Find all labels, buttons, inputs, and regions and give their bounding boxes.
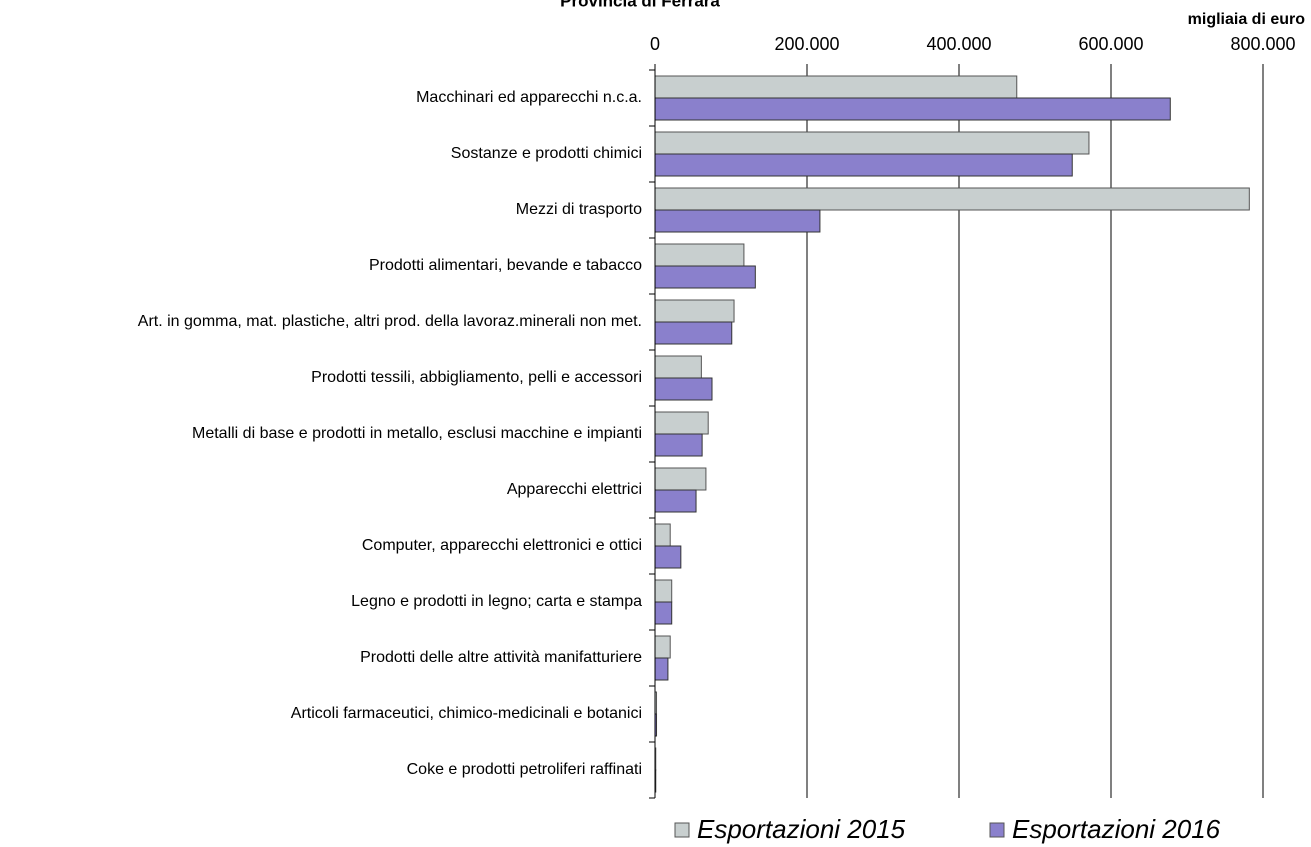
category-label: Computer, apparecchi elettronici e ottic…: [361, 537, 642, 554]
bar: [654, 131, 1090, 155]
bar: [654, 243, 745, 267]
y-tick-label: Macchinari ed apparecchi n.c.a.: [4, 70, 642, 126]
legend-label: Esportazioni 2016: [1012, 814, 1221, 844]
y-tick-label: Sostanze e prodotti chimici: [4, 126, 642, 182]
bar: [654, 433, 703, 457]
bar: [654, 187, 1250, 211]
y-tick-label: Prodotti tessili, abbigliamento, pelli e…: [4, 350, 642, 406]
bar: [654, 467, 707, 491]
y-tick-label: Coke e prodotti petroliferi raffinati: [4, 742, 642, 798]
y-tick-label: Art. in gomma, mat. plastiche, altri pro…: [4, 294, 642, 350]
category-label: Art. in gomma, mat. plastiche, altri pro…: [137, 313, 642, 330]
y-tick-label: Articoli farmaceutici, chimico-medicinal…: [4, 686, 642, 742]
bar: [654, 153, 1073, 177]
x-tick-label: 400.000: [926, 34, 991, 54]
bar: [654, 97, 1171, 121]
bar: [654, 601, 673, 625]
legend-swatch: [989, 822, 1005, 838]
legend-label: Esportazioni 2015: [697, 814, 906, 844]
y-tick-label: Computer, apparecchi elettronici e ottic…: [4, 518, 642, 574]
x-tick-label: 0: [650, 34, 660, 54]
bar: [654, 489, 697, 513]
y-tick-label: Mezzi di trasporto: [4, 182, 642, 238]
category-label: Metalli di base e prodotti in metallo, e…: [192, 425, 642, 442]
bar: [654, 657, 669, 681]
y-tick-label: Legno e prodotti in legno; carta e stamp…: [4, 574, 642, 630]
category-label: Coke e prodotti petroliferi raffinati: [406, 761, 642, 778]
bar: [654, 321, 733, 345]
bar: [654, 545, 682, 569]
category-label: Legno e prodotti in legno; carta e stamp…: [351, 593, 642, 610]
x-tick-label: 200.000: [774, 34, 839, 54]
y-tick-label: Prodotti delle altre attività manifattur…: [4, 630, 642, 686]
y-tick-label: Metalli di base e prodotti in metallo, e…: [4, 406, 642, 462]
y-tick-label: Prodotti alimentari, bevande e tabacco: [4, 238, 642, 294]
bar: [654, 355, 702, 379]
bar: [654, 265, 756, 289]
bar: [654, 377, 713, 401]
bar: [654, 635, 671, 659]
category-label: Mezzi di trasporto: [515, 201, 642, 218]
category-label: Macchinari ed apparecchi n.c.a.: [416, 89, 642, 106]
category-label: Prodotti delle altre attività manifattur…: [360, 649, 642, 666]
category-label: Prodotti tessili, abbigliamento, pelli e…: [311, 369, 642, 386]
chart-title: Provincia di Ferrara: [560, 0, 720, 10]
bar: [654, 523, 671, 547]
y-tick-label: Apparecchi elettrici: [4, 462, 642, 518]
bar: [654, 209, 821, 233]
bar: [654, 579, 673, 603]
category-label: Prodotti alimentari, bevande e tabacco: [368, 257, 642, 274]
bar: [654, 299, 735, 323]
x-tick-label: 600.000: [1078, 34, 1143, 54]
legend-swatch: [674, 822, 690, 838]
category-label: Sostanze e prodotti chimici: [450, 145, 642, 162]
x-axis-label: migliaia di euro: [1188, 11, 1306, 28]
category-label: Apparecchi elettrici: [506, 481, 642, 498]
bar: [654, 411, 709, 435]
bar: [654, 75, 1018, 99]
category-label: Articoli farmaceutici, chimico-medicinal…: [290, 705, 642, 722]
x-tick-label: 800.000: [1230, 34, 1295, 54]
